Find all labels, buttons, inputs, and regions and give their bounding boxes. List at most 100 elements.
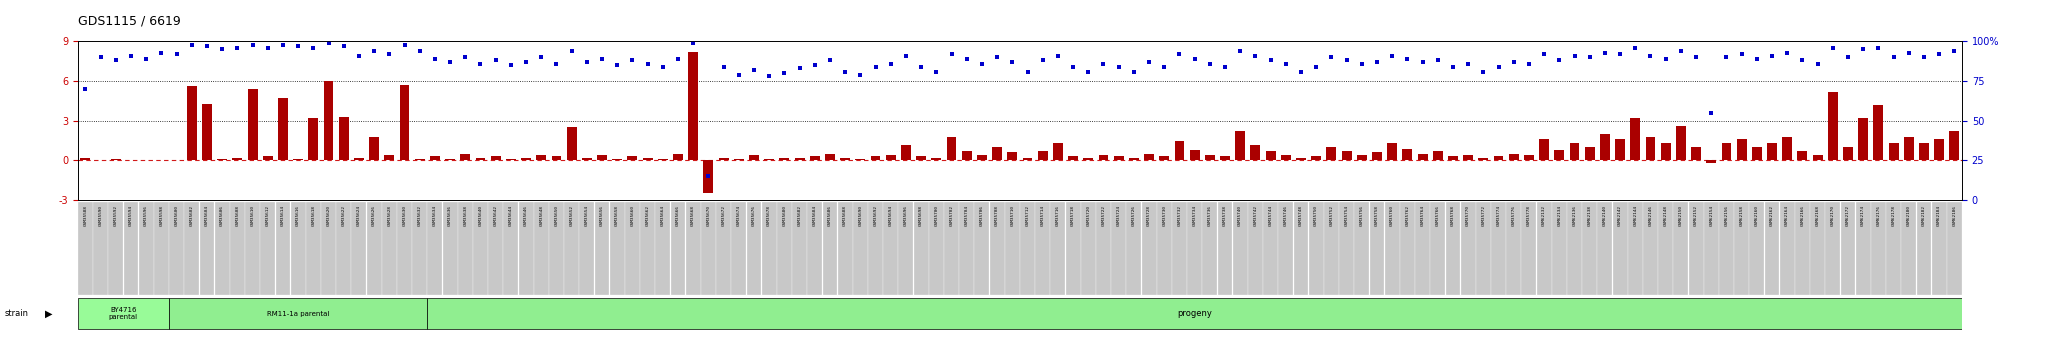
Bar [1645, 137, 1655, 160]
Text: GSM62132: GSM62132 [1542, 205, 1546, 226]
Text: GSM35684: GSM35684 [813, 205, 817, 226]
Bar [977, 155, 987, 160]
Point [1724, 51, 1757, 57]
Point [373, 51, 406, 57]
Bar [655, 202, 670, 295]
Text: GSM62136: GSM62136 [1573, 205, 1577, 226]
Text: GSM35740: GSM35740 [1239, 205, 1243, 226]
Bar [506, 159, 516, 160]
Text: GSM35774: GSM35774 [1497, 205, 1501, 226]
Point [403, 48, 436, 54]
Point [1755, 53, 1788, 58]
Text: GSM35634: GSM35634 [432, 205, 436, 226]
Text: GSM35680: GSM35680 [782, 205, 786, 226]
Point [115, 53, 147, 58]
Bar [1583, 202, 1597, 295]
Text: GSM35608: GSM35608 [236, 205, 240, 226]
Bar [1354, 202, 1370, 295]
Bar [385, 155, 395, 160]
Text: GSM35734: GSM35734 [1192, 205, 1196, 226]
Bar [963, 151, 971, 160]
Bar [1038, 151, 1049, 160]
Bar [1569, 143, 1579, 160]
Bar [1114, 156, 1124, 160]
Bar [170, 202, 184, 295]
Text: GSM35668: GSM35668 [692, 205, 694, 226]
Bar [627, 156, 637, 160]
Text: GSM35766: GSM35766 [1436, 205, 1440, 226]
Bar [1460, 202, 1477, 295]
Bar [717, 202, 731, 295]
Bar [840, 158, 850, 160]
Point [1634, 53, 1667, 58]
Bar [1386, 143, 1397, 160]
Point [129, 56, 162, 62]
Point [1907, 55, 1939, 60]
Text: GSM35676: GSM35676 [752, 205, 756, 226]
Bar [416, 159, 424, 160]
Bar [975, 202, 989, 295]
Bar [473, 202, 487, 295]
Bar [1491, 202, 1505, 295]
Bar [1829, 92, 1837, 160]
Text: GSM35672: GSM35672 [721, 205, 725, 226]
Bar [199, 202, 215, 295]
Point [160, 51, 193, 57]
Point [1407, 59, 1440, 65]
Text: GSM35628: GSM35628 [387, 205, 391, 226]
Point [1862, 45, 1894, 50]
Bar [1280, 155, 1290, 160]
Text: GSM35726: GSM35726 [1133, 205, 1137, 226]
Point [1710, 55, 1743, 60]
Text: GSM35698: GSM35698 [920, 205, 924, 226]
Bar [324, 81, 334, 160]
Text: GSM62146: GSM62146 [1649, 205, 1653, 226]
Point [1331, 58, 1364, 63]
Bar [1628, 202, 1642, 295]
Bar [1171, 202, 1188, 295]
Bar [1296, 158, 1307, 160]
Bar [475, 158, 485, 160]
Text: GSM35758: GSM35758 [1374, 205, 1378, 226]
Bar [1128, 158, 1139, 160]
Bar [1812, 155, 1823, 160]
Bar [748, 202, 762, 295]
Bar [1722, 143, 1731, 160]
Text: GSM35678: GSM35678 [768, 205, 772, 226]
Bar [520, 158, 530, 160]
Point [1452, 61, 1485, 66]
Point [1786, 58, 1819, 63]
Point [1741, 56, 1774, 62]
Bar [852, 202, 868, 295]
Point [1163, 51, 1196, 57]
Text: GSM35682: GSM35682 [797, 205, 801, 226]
Bar [1948, 202, 1962, 295]
Text: GSM35730: GSM35730 [1163, 205, 1165, 226]
Bar [1858, 118, 1868, 160]
Text: progeny: progeny [1178, 309, 1212, 318]
Bar [381, 202, 397, 295]
Point [1087, 61, 1120, 66]
Bar [1597, 202, 1612, 295]
Point [1696, 110, 1729, 116]
Bar [1204, 155, 1214, 160]
Text: GSM35686: GSM35686 [827, 205, 831, 226]
Point [70, 86, 102, 92]
Bar [1034, 202, 1051, 295]
Bar [1358, 155, 1366, 160]
Bar [487, 202, 504, 295]
Point [1878, 55, 1911, 60]
Point [190, 43, 223, 49]
Bar [731, 202, 745, 295]
Bar [1767, 143, 1778, 160]
Point [1923, 51, 1956, 57]
Point [1315, 55, 1348, 60]
Bar [1477, 202, 1491, 295]
Point [1937, 48, 1970, 54]
Bar [537, 155, 547, 160]
Text: GSM35666: GSM35666 [676, 205, 680, 226]
Text: GSM62148: GSM62148 [1663, 205, 1667, 226]
Bar [657, 159, 668, 160]
Bar [793, 202, 807, 295]
Bar [1780, 202, 1794, 295]
